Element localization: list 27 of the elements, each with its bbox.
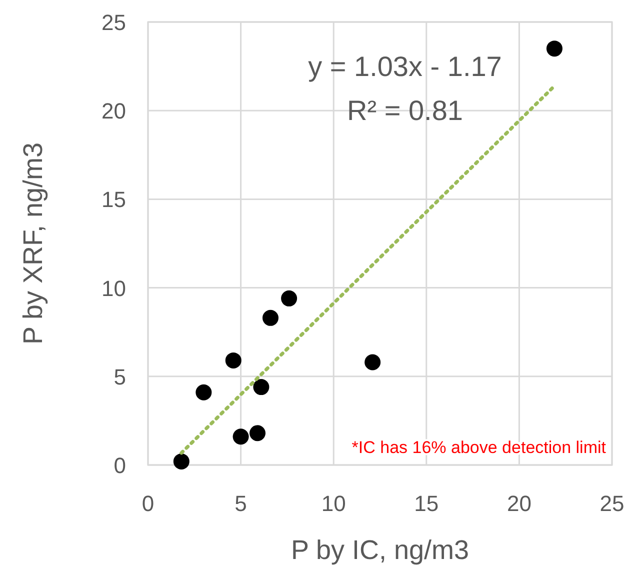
point — [250, 425, 266, 442]
y-tick-label: 25 — [102, 10, 126, 35]
point — [364, 354, 381, 370]
point — [225, 352, 242, 368]
point — [253, 379, 270, 396]
x-tick-label: 15 — [414, 491, 439, 516]
point — [546, 40, 562, 57]
x-tick-label: 25 — [600, 491, 624, 516]
point — [173, 453, 190, 470]
annotation: *IC has 16% above detection limit — [352, 438, 606, 457]
annotation: R² = 0.81 — [347, 95, 463, 126]
x-tick-label: 10 — [321, 491, 346, 516]
y-tick-label: 0 — [114, 453, 126, 478]
x-tick-label: 0 — [142, 491, 154, 516]
y-tick-label: 5 — [114, 364, 126, 390]
annotation: y = 1.03x - 1.17 — [308, 51, 502, 82]
y-axis-title: P by XRF, ng/m3 — [18, 142, 48, 345]
y-tick-label: 15 — [102, 187, 126, 212]
point — [232, 428, 249, 445]
y-tick-label: 10 — [102, 276, 126, 301]
point — [262, 310, 278, 326]
x-tick-label: 5 — [234, 491, 247, 516]
x-axis-title: P by IC, ng/m3 — [290, 535, 470, 565]
point — [196, 384, 212, 400]
x-tick-label: 20 — [506, 491, 532, 516]
point — [281, 290, 298, 306]
y-tick-label: 20 — [102, 98, 126, 124]
